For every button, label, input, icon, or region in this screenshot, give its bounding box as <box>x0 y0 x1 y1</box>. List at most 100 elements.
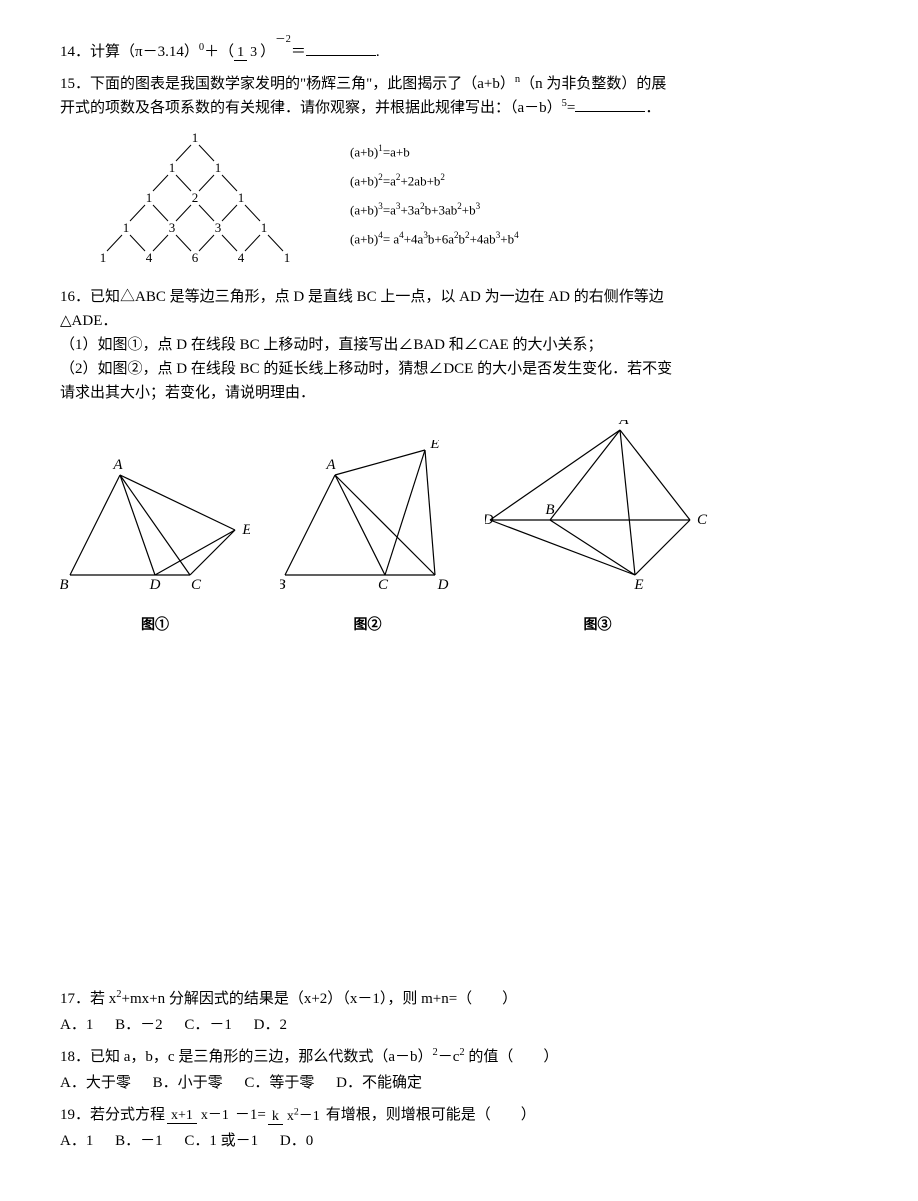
svg-text:E: E <box>241 522 250 538</box>
question-19: 19．若分式方程x+1x－1－1=kx2－1有增根，则增根可能是（ ） A．1 … <box>60 1103 858 1153</box>
expansion-line: (a+b)4= a4+4a3b+6a2b2+4ab3+b4 <box>350 225 519 254</box>
q18-opt-d: D．不能确定 <box>336 1075 422 1091</box>
question-14: 14．计算（π－3.14）0＋（13）－2＝. <box>60 40 858 64</box>
question-16: 16．已知△ABC 是等边三角形，点 D 是直线 BC 上一点，以 AD 为一边… <box>60 285 858 405</box>
q14-frac-den: 3 <box>247 45 260 60</box>
svg-text:C: C <box>378 577 389 593</box>
q16-l2: △ADE． <box>60 313 117 329</box>
svg-text:1: 1 <box>146 190 153 205</box>
q18-opt-a: A．大于零 <box>60 1075 131 1091</box>
q19-frac2: kx2－1 <box>268 1107 324 1126</box>
q14-mid: ＋（ <box>204 44 234 60</box>
q14-fraction: 13 <box>234 45 260 60</box>
q14-pre: ．计算（π－3.14） <box>75 44 199 60</box>
expansions-list: (a+b)1=a+b(a+b)2=a2+2ab+b2(a+b)3=a3+3a2b… <box>350 130 519 254</box>
q19-options: A．1 B．－1 C．1 或－1 D．0 <box>60 1129 858 1153</box>
q15-blank <box>575 96 645 112</box>
q15-l2end: ． <box>645 100 660 116</box>
q15-l2: 开式的项数及各项系数的有关规律．请你观察，并根据此规律写出：（a－b） <box>60 100 562 116</box>
figure-3: A B C D E 图③ <box>485 420 710 637</box>
fig1-svg: A B C D E <box>60 455 250 603</box>
q17-options: A．1 B．－2 C．－1 D．2 <box>60 1013 858 1037</box>
q17-b: +mx+n 分解因式的结果是（x+2）（x－1），则 m+n=（ ） <box>122 991 518 1007</box>
q19-f1t: x+1 <box>167 1108 197 1124</box>
svg-text:1: 1 <box>261 220 268 235</box>
q17-a: ．若 x <box>75 991 116 1007</box>
spacer <box>60 667 858 987</box>
q14-end: . <box>376 44 380 60</box>
fig3-caption: 图③ <box>485 615 710 637</box>
q18-opt-b: B．小于零 <box>153 1075 223 1091</box>
q16-p2a: （2）如图②，点 D 在线段 BC 的延长线上移动时，猜想∠DCE 的大小是否发… <box>60 361 672 377</box>
q15-l1a: ．下面的图表是我国数学家发明的"杨辉三角"，此图揭示了（a+b） <box>75 76 515 92</box>
svg-text:3: 3 <box>215 220 222 235</box>
q19-f2b-a: x <box>287 1109 294 1124</box>
svg-text:3: 3 <box>169 220 176 235</box>
svg-text:C: C <box>697 512 708 528</box>
q15-num: 15 <box>60 76 75 92</box>
q14-exp-neg2: －2 <box>275 34 291 45</box>
q16-num: 16 <box>60 289 75 305</box>
q18-c: 的值（ ） <box>465 1049 559 1065</box>
fig3-svg: A B C D E <box>485 420 710 603</box>
svg-text:1: 1 <box>169 160 176 175</box>
fig1-caption: 图① <box>60 615 250 637</box>
q19-f2b: x2－1 <box>283 1109 324 1124</box>
expansion-line: (a+b)3=a3+3a2b+3ab2+b3 <box>350 196 519 225</box>
q16-p2b: 请求出其大小；若变化，请说明理由． <box>60 385 315 401</box>
q19-f2t: k <box>268 1109 283 1125</box>
q17-num: 17 <box>60 991 75 1007</box>
svg-text:4: 4 <box>146 250 153 265</box>
q19-f2b-b: －1 <box>299 1109 320 1124</box>
q19-num: 19 <box>60 1107 75 1123</box>
expansion-line: (a+b)2=a2+2ab+b2 <box>350 167 519 196</box>
q17-opt-c: C．－1 <box>184 1017 232 1033</box>
q19-frac1: x+1x－1 <box>167 1108 233 1124</box>
expansion-line: (a+b)1=a+b <box>350 138 519 167</box>
q19-a: ．若分式方程 <box>75 1107 165 1123</box>
q19-c: 有增根，则增根可能是（ ） <box>326 1107 536 1123</box>
q17-opt-b: B．－2 <box>115 1017 163 1033</box>
question-15: 15．下面的图表是我国数学家发明的"杨辉三角"，此图揭示了（a+b）n（n 为非… <box>60 72 858 120</box>
svg-text:4: 4 <box>238 250 245 265</box>
svg-text:1: 1 <box>284 250 291 265</box>
q17-opt-a: A．1 <box>60 1017 93 1033</box>
q19-b: －1= <box>235 1107 266 1123</box>
svg-text:1: 1 <box>100 250 107 265</box>
q19-opt-a: A．1 <box>60 1133 93 1149</box>
svg-text:2: 2 <box>192 190 199 205</box>
svg-text:1: 1 <box>215 160 222 175</box>
pascal-triangle: 111121133114641 <box>80 130 310 270</box>
svg-text:A: A <box>112 457 123 473</box>
q17-opt-d: D．2 <box>254 1017 287 1033</box>
svg-text:6: 6 <box>192 250 199 265</box>
q19-opt-b: B．－1 <box>115 1133 163 1149</box>
triangles-row: A B C D E 图① A B C D E 图② A B C D E 图③ <box>60 420 858 637</box>
question-18: 18．已知 a，b，c 是三角形的三边，那么代数式（a－b）2－c2 的值（ ）… <box>60 1045 858 1095</box>
q18-a: ．已知 a，b，c 是三角形的三边，那么代数式（a－b） <box>75 1049 432 1065</box>
q14-frac-num: 1 <box>234 45 247 61</box>
svg-text:E: E <box>633 577 643 593</box>
q16-l1: ．已知△ABC 是等边三角形，点 D 是直线 BC 上一点，以 AD 为一边在 … <box>75 289 664 305</box>
svg-text:D: D <box>485 512 494 528</box>
q19-f1b: x－1 <box>197 1108 233 1123</box>
question-17: 17．若 x2+mx+n 分解因式的结果是（x+2）（x－1），则 m+n=（ … <box>60 987 858 1037</box>
svg-text:C: C <box>191 577 202 593</box>
q16-p1: （1）如图①，点 D 在线段 BC 上移动时，直接写出∠BAD 和∠CAE 的大… <box>60 337 603 353</box>
svg-text:B: B <box>60 577 69 593</box>
svg-text:1: 1 <box>123 220 130 235</box>
svg-text:B: B <box>545 502 554 518</box>
svg-text:D: D <box>149 577 161 593</box>
q14-num: 14 <box>60 44 75 60</box>
fig2-caption: 图② <box>280 615 455 637</box>
q18-options: A．大于零 B．小于零 C．等于零 D．不能确定 <box>60 1071 858 1095</box>
svg-text:D: D <box>437 577 449 593</box>
q18-b: －c <box>438 1049 460 1065</box>
q14-after: ） <box>260 44 275 60</box>
svg-text:A: A <box>325 457 336 473</box>
svg-text:1: 1 <box>238 190 245 205</box>
q15-l2eq: = <box>567 100 575 116</box>
q14-eq: ＝ <box>291 44 306 60</box>
q18-num: 18 <box>60 1049 75 1065</box>
svg-text:A: A <box>618 420 629 428</box>
